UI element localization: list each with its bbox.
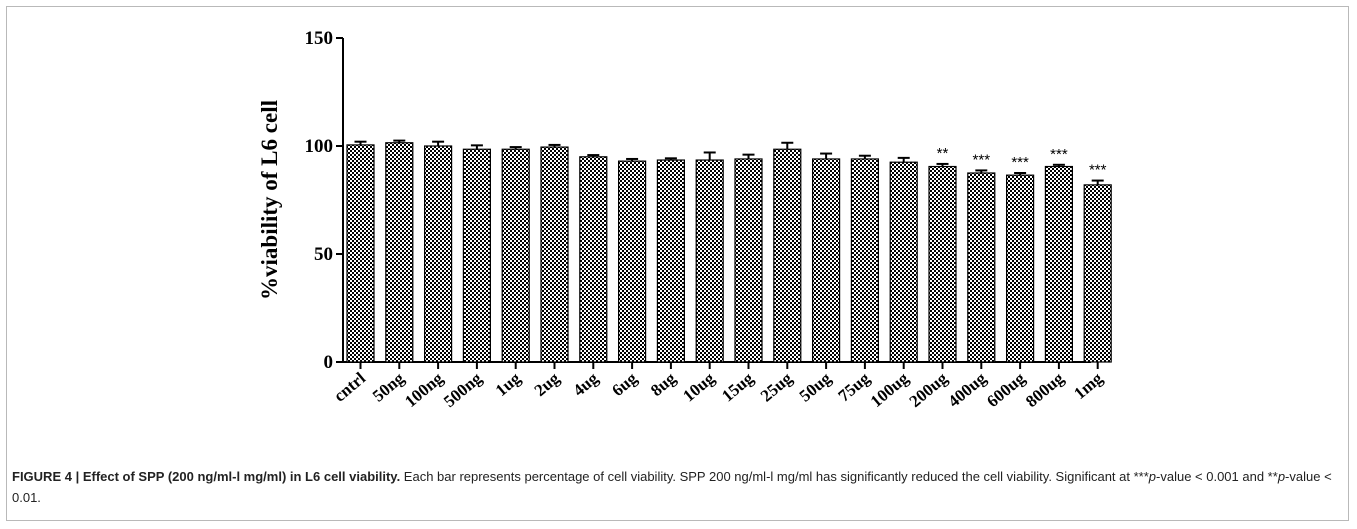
caption-p-2: p [1277, 469, 1286, 484]
x-tick-label-500ng: 500ng [440, 368, 486, 411]
bar-500ng [462, 148, 491, 363]
x-tick-label-50ng: 50ng [369, 368, 408, 405]
significance-1mg: *** [1089, 162, 1107, 179]
bar-6ug [617, 160, 647, 363]
bar-600ug [1005, 174, 1035, 363]
x-tick-label-6ug: 6ug [608, 368, 641, 400]
x-tick-label-10ug: 10ug [679, 368, 718, 405]
bar-4ug [579, 156, 608, 363]
bar-400ug [967, 172, 996, 363]
bar-1ug [501, 148, 530, 363]
y-tick-label: 150 [305, 28, 334, 49]
x-tick-label-2ug: 2ug [531, 368, 564, 400]
significance-600ug: *** [1011, 154, 1029, 171]
bar-200ug [928, 165, 957, 363]
x-tick-label-25ug: 25ug [757, 368, 796, 405]
x-tick-label-50ug: 50ug [796, 368, 835, 405]
caption-text-1: Each bar represents percentage of cell v… [400, 469, 1149, 484]
bar-2ug [540, 146, 569, 363]
bar-8ug [656, 159, 686, 363]
figure-label: FIGURE 4 | Effect of SPP (200 ng/ml-l mg… [12, 469, 401, 484]
bar-50ug [811, 158, 841, 363]
x-tick-label-400ug: 400ug [944, 368, 990, 411]
bar-100ug [889, 161, 918, 363]
bar-75ug [850, 158, 880, 363]
y-tick-label: 0 [324, 352, 334, 373]
x-tick-label-100ng: 100ng [401, 368, 447, 411]
bar-25ug [773, 148, 802, 363]
x-tick-label-1mg: 1mg [1070, 368, 1106, 403]
significance-200ug: ** [937, 145, 949, 162]
x-tick-label-4ug: 4ug [569, 368, 602, 400]
x-tick-label-1ug: 1ug [492, 368, 525, 400]
x-tick-label-600ug: 600ug [983, 368, 1029, 411]
caption-p-1: p [1148, 469, 1157, 484]
x-tick-label-8ug: 8ug [647, 368, 680, 400]
x-tick-label-cntrl: cntrl [330, 368, 369, 405]
significance-400ug: *** [973, 151, 991, 168]
bar-1mg [1083, 184, 1112, 363]
bar-800ug [1044, 165, 1074, 363]
figure-caption: FIGURE 4 | Effect of SPP (200 ng/ml-l mg… [12, 466, 1332, 508]
y-tick-label: 100 [305, 136, 334, 157]
x-tick-label-800ug: 800ug [1022, 368, 1068, 411]
bar-cntrl [346, 144, 375, 363]
x-tick-label-15ug: 15ug [718, 368, 757, 405]
significance-800ug: *** [1050, 146, 1068, 163]
bar-100ng [424, 145, 453, 363]
x-tick-label-100ug: 100ug [867, 368, 913, 411]
bar-10ug [695, 159, 724, 363]
caption-text-2: -value < 0.001 and ** [1156, 469, 1278, 484]
x-tick-label-75ug: 75ug [834, 368, 873, 405]
bar-50ng [385, 142, 414, 363]
x-tick-label-200ug: 200ug [906, 368, 952, 411]
caption-text-3: -value < 0.01. [12, 469, 1332, 505]
y-axis-label: %viability of L6 cell [257, 100, 282, 300]
bar-15ug [734, 158, 763, 363]
y-tick-label: 50 [314, 244, 333, 265]
